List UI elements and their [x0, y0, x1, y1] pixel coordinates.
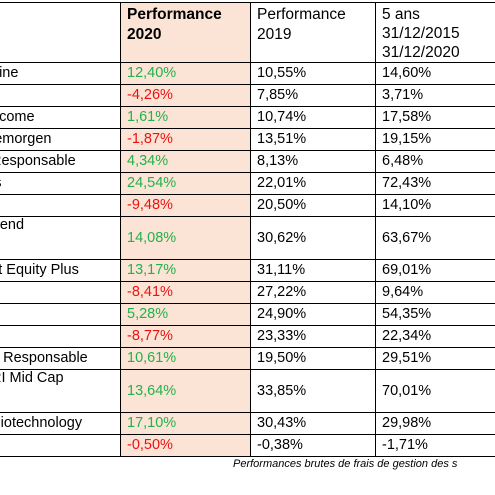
- table-row: ls24,54%22,01%72,43%: [0, 172, 495, 195]
- performance-5-years-cell: 63,67%: [375, 216, 495, 260]
- performance-2020-cell: -8,41%: [120, 281, 251, 304]
- header-fund-name: [0, 2, 121, 63]
- fund-name-cell: Responsable: [0, 150, 121, 173]
- performance-2020-cell: 13,17%: [120, 259, 251, 282]
- performance-2020-cell: 10,61%: [120, 347, 251, 370]
- performance-5-years-cell: 22,34%: [375, 325, 495, 348]
- table-row: trend14,08%30,62%63,67%: [0, 216, 495, 260]
- performance-2019-cell: 10,55%: [250, 62, 376, 85]
- fund-name-cell: [0, 303, 121, 326]
- table-row: n Responsable 10,61% 19,50% 29,51%: [0, 347, 495, 370]
- performance-5-years-cell: 6,48%: [375, 150, 495, 173]
- performance-2019-cell: 13,51%: [250, 128, 376, 151]
- performance-2019-cell: 20,50%: [250, 194, 376, 217]
- fund-name-cell: e: [0, 194, 121, 217]
- table-row: ncome1,61%10,74%17,58%: [0, 106, 495, 129]
- performance-2020-cell: -0,50%: [120, 434, 251, 457]
- performance-5-years-cell: 69,01%: [375, 259, 495, 282]
- performance-2019-cell: 23,33%: [250, 325, 376, 348]
- performance-5-years-cell: 19,15%: [375, 128, 495, 151]
- performance-5-years-cell: 17,58%: [375, 106, 495, 129]
- performance-2020-cell: -1,87%: [120, 128, 251, 151]
- performance-5-years-cell: 9,64%: [375, 281, 495, 304]
- performance-2019-cell: 22,01%: [250, 172, 376, 195]
- fund-name-cell: n Responsable: [0, 347, 121, 370]
- fund-name-cell: ls: [0, 172, 121, 195]
- performance-5-years-cell: 29,98%: [375, 412, 495, 435]
- table-row: 5,28% 24,90% 54,35%: [0, 303, 495, 326]
- header-performance-2020: Performance 2020: [120, 2, 251, 63]
- performance-2019-cell: 19,50%: [250, 347, 376, 370]
- performance-2020-cell: 24,54%: [120, 172, 251, 195]
- fund-name-cell: ncome: [0, 106, 121, 129]
- table-row: e-9,48%20,50%14,10%: [0, 194, 495, 217]
- performance-2020-cell: -4,26%: [120, 84, 251, 107]
- performance-5-years-cell: 3,71%: [375, 84, 495, 107]
- performance-2020-cell: -9,48%: [120, 194, 251, 217]
- table-row: lemorgen-1,87%13,51%19,15%: [0, 128, 495, 151]
- performance-2019-cell: 27,22%: [250, 281, 376, 304]
- performance-2020-cell: 12,40%: [120, 62, 251, 85]
- performance-2020-cell: 13,64%: [120, 369, 251, 413]
- performance-5-years-cell: -1,71%: [375, 434, 495, 457]
- performance-2019-cell: -0,38%: [250, 434, 376, 457]
- performance-2020-cell: -8,77%: [120, 325, 251, 348]
- fund-name-cell: [0, 281, 121, 304]
- performance-5-years-cell: 14,10%: [375, 194, 495, 217]
- table-row: -4,26% 7,85% 3,71%: [0, 84, 495, 107]
- performance-5-years-cell: 54,35%: [375, 303, 495, 326]
- header-row: Performance 2020 Performance 2019 5 ans 31/…: [0, 2, 495, 63]
- performance-2019-cell: 7,85%: [250, 84, 376, 107]
- performance-2019-cell: 10,74%: [250, 106, 376, 129]
- performance-2019-cell: 31,11%: [250, 259, 376, 282]
- performance-2020-cell: 5,28%: [120, 303, 251, 326]
- fund-name-cell: [0, 84, 121, 107]
- performance-2020-cell: 1,61%: [120, 106, 251, 129]
- performance-5-years-cell: 72,43%: [375, 172, 495, 195]
- table-row: pine12,40%10,55%14,60%: [0, 62, 495, 85]
- performance-2019-cell: 8,13%: [250, 150, 376, 173]
- performance-2019-cell: 24,90%: [250, 303, 376, 326]
- performance-2019-cell: 33,85%: [250, 369, 376, 413]
- fund-name-cell: RI Mid Cap: [0, 369, 121, 413]
- footnote: Performances brutes de frais de gestion …: [233, 458, 458, 470]
- fund-name-cell: lemorgen: [0, 128, 121, 151]
- performance-5-years-cell: 14,60%: [375, 62, 495, 85]
- table-row: Biotechnology 17,10% 30,43% 29,98%: [0, 412, 495, 435]
- performance-5-years-cell: 70,01%: [375, 369, 495, 413]
- table-row: -8,41% 27,22% 9,64%: [0, 281, 495, 304]
- fund-name-cell: [0, 434, 121, 457]
- header-performance-2019: Performance 2019: [250, 2, 376, 63]
- table-row: Responsable4,34%8,13%6,48%: [0, 150, 495, 173]
- header-5-years: 5 ans 31/12/2015 31/12/2020: [375, 2, 495, 63]
- performance-2020-cell: 17,10%: [120, 412, 251, 435]
- table-row: -8,77% 23,33% 22,34%: [0, 325, 495, 348]
- performance-2020-cell: 14,08%: [120, 216, 251, 260]
- performance-2019-cell: 30,62%: [250, 216, 376, 260]
- fund-name-cell: trend: [0, 216, 121, 260]
- fund-name-cell: pine: [0, 62, 121, 85]
- fund-name-cell: [0, 325, 121, 348]
- performance-table: Performance 2020 Performance 2019 5 ans 31/…: [0, 2, 495, 457]
- table-row: -0,50% -0,38% -1,71%: [0, 434, 495, 457]
- performance-2020-cell: 4,34%: [120, 150, 251, 173]
- performance-5-years-cell: 29,51%: [375, 347, 495, 370]
- fund-name-cell: ct Equity Plus: [0, 259, 121, 282]
- performance-2019-cell: 30,43%: [250, 412, 376, 435]
- fund-name-cell: Biotechnology: [0, 412, 121, 435]
